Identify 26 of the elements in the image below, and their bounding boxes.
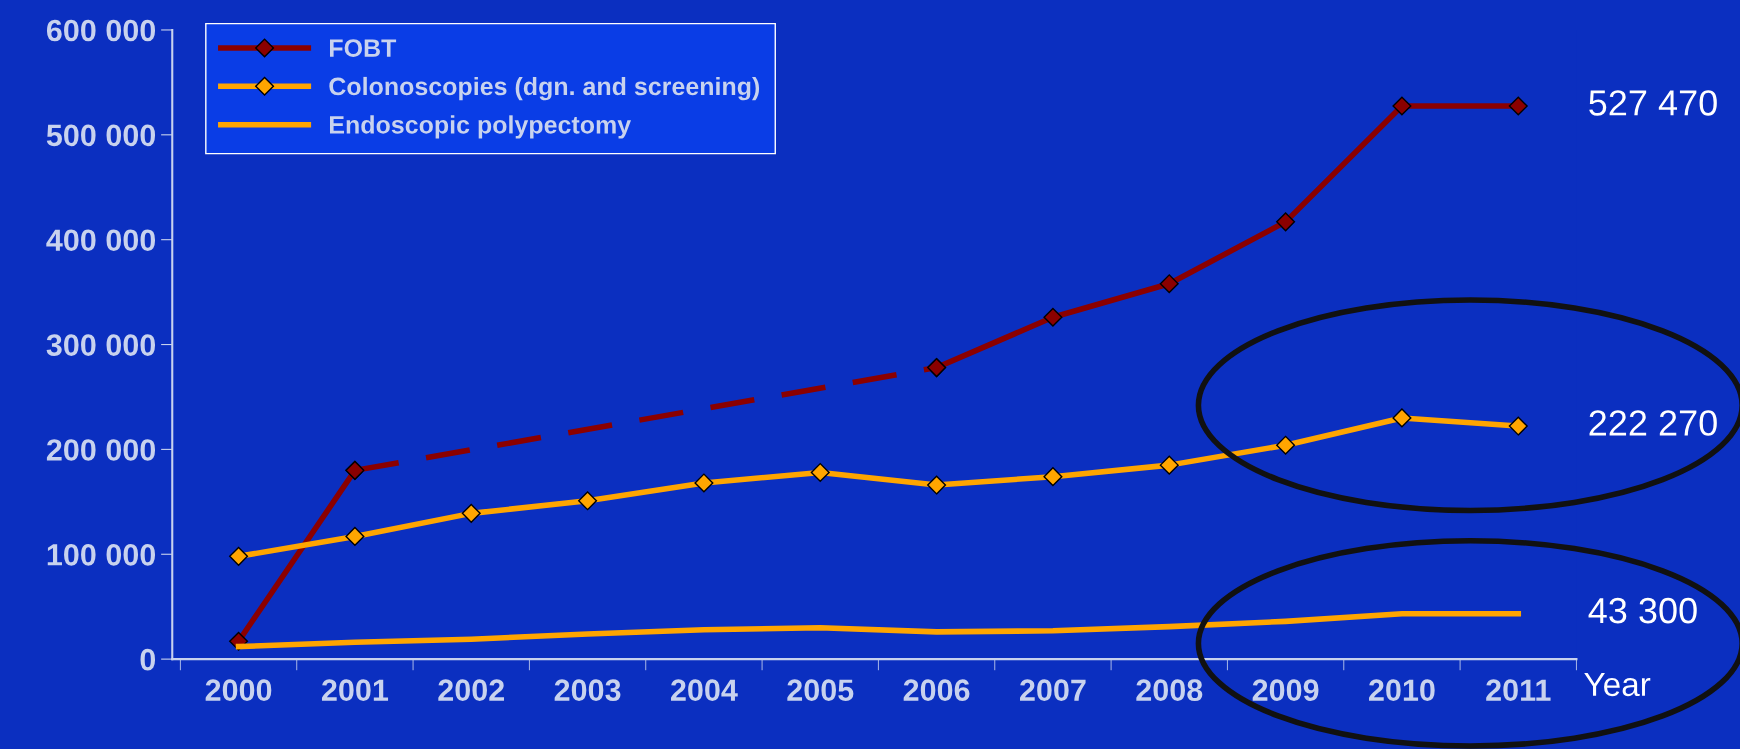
- x-tick-label: 2004: [670, 679, 738, 702]
- annotation: 43 300: [1588, 597, 1697, 624]
- x-tick-label: 2007: [1020, 679, 1086, 702]
- x-tick-label: 2011: [1486, 679, 1551, 702]
- y-tick-label: 600 000: [46, 19, 156, 42]
- legend-label: Colonoscopies (dgn. and screening): [329, 76, 760, 101]
- x-axis-title: Year: [1584, 672, 1651, 697]
- legend-label: FOBT: [329, 39, 397, 57]
- x-tick-label: 2009: [1252, 679, 1319, 702]
- annotation: 222 270: [1589, 410, 1717, 436]
- y-tick-label: 0: [140, 648, 156, 671]
- y-tick-label: 500 000: [46, 124, 156, 147]
- x-tick-label: 2006: [903, 679, 970, 702]
- y-tick-label: 200 000: [46, 439, 156, 461]
- x-tick-label: 2010: [1369, 679, 1435, 702]
- y-tick-label: 300 000: [46, 334, 156, 356]
- x-tick-label: 2002: [438, 679, 505, 702]
- x-tick-label: 2000: [205, 679, 272, 702]
- legend-label: Endoscopic polypectomy: [329, 115, 632, 139]
- y-tick-label: 100 000: [47, 544, 156, 566]
- x-tick-label: 2001: [321, 679, 389, 702]
- x-tick-label: 2005: [787, 679, 854, 702]
- y-tick-label: 400 000: [46, 229, 156, 252]
- annotation: 527 470: [1589, 90, 1717, 116]
- x-tick-label: 2008: [1136, 679, 1203, 702]
- x-tick-label: 2003: [554, 679, 621, 702]
